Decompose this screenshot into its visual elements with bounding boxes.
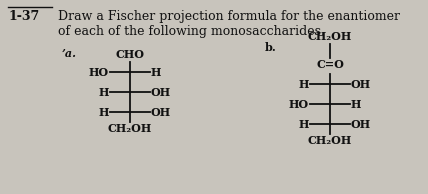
Text: OH: OH (351, 79, 371, 89)
Text: CH₂OH: CH₂OH (308, 135, 352, 146)
Text: CH₂OH: CH₂OH (308, 31, 352, 42)
Text: H: H (151, 67, 161, 77)
Text: OH: OH (151, 107, 171, 118)
Text: H: H (98, 87, 109, 98)
Text: OH: OH (351, 119, 371, 130)
Text: H: H (98, 107, 109, 118)
Text: HO: HO (289, 99, 309, 109)
Text: H: H (299, 119, 309, 130)
Text: CH₂OH: CH₂OH (108, 123, 152, 134)
Text: CHO: CHO (116, 49, 145, 60)
Text: HO: HO (89, 67, 109, 77)
Text: OH: OH (151, 87, 171, 98)
Text: H: H (299, 79, 309, 89)
Text: H: H (351, 99, 361, 109)
Text: C=O: C=O (316, 59, 344, 70)
Text: b.: b. (265, 42, 277, 53)
Text: Draw a Fischer projection formula for the enantiomer
of each of the following mo: Draw a Fischer projection formula for th… (58, 10, 400, 38)
Text: 1-37: 1-37 (8, 10, 39, 23)
Text: ’a.: ’a. (62, 48, 77, 59)
